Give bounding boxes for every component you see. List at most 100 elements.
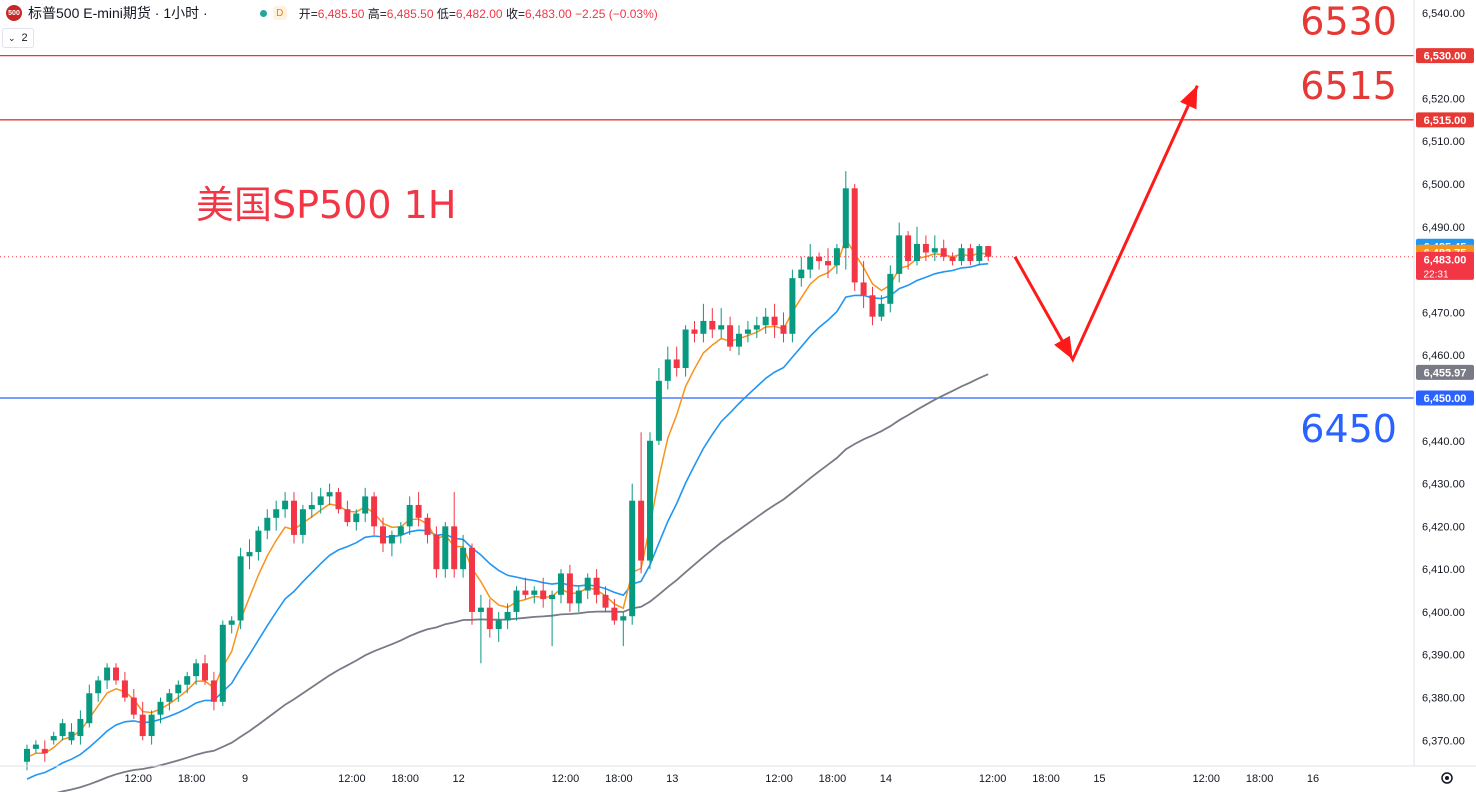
candle: [905, 231, 912, 270]
candle-body: [664, 359, 671, 381]
candle-body: [317, 496, 324, 505]
candle-body: [308, 504, 315, 510]
price-tick-label: 6,470.00: [1422, 307, 1465, 319]
candle: [887, 265, 894, 313]
candle: [638, 432, 645, 574]
candle: [780, 312, 787, 343]
candle-body: [771, 316, 778, 326]
ema-slow-line: [56, 373, 989, 792]
candle-body: [326, 492, 333, 497]
time-tick-label: 18:00: [605, 773, 633, 785]
candle: [869, 286, 876, 326]
realtime-badge[interactable]: D: [272, 6, 287, 20]
candle-body: [477, 607, 484, 612]
candle: [842, 171, 849, 270]
price-tick-label: 6,500.00: [1422, 179, 1465, 191]
candle: [104, 663, 111, 689]
candle: [851, 184, 858, 291]
candle: [798, 256, 805, 287]
candle: [246, 539, 253, 570]
moving-average-lines: [26, 237, 989, 792]
candle: [184, 671, 191, 694]
candle: [958, 243, 965, 266]
candle-body: [744, 329, 751, 334]
time-tick-label: 12:00: [765, 773, 793, 785]
last-price-tag-countdown: 22:31: [1423, 269, 1448, 280]
candle: [575, 586, 582, 612]
candle: [985, 246, 992, 262]
candle: [193, 659, 200, 685]
candle-body: [219, 624, 226, 702]
candle: [255, 526, 262, 561]
indicator-toggle-button[interactable]: ⌄ 2: [2, 28, 34, 48]
candle: [68, 723, 75, 745]
last-price-tag-bg: [1416, 251, 1474, 280]
market-status-dot-icon: [259, 9, 267, 17]
candle-body: [380, 526, 386, 544]
price-tags: 6,530.006,515.006,450.006,485.456,483.75…: [1416, 48, 1474, 406]
candle: [380, 517, 386, 553]
candle: [522, 577, 529, 600]
candle: [655, 368, 662, 446]
candle: [753, 316, 760, 339]
price-tick-label: 6,510.00: [1422, 136, 1465, 148]
candle-body: [798, 269, 805, 279]
arrow-head-down: [1054, 335, 1073, 360]
candles: [24, 171, 992, 771]
ema-slow-price-tag: 6,455.97: [1424, 367, 1467, 379]
candle-body: [922, 243, 929, 253]
candle-body: [905, 235, 912, 262]
candle-body: [887, 273, 894, 304]
candle-body: [655, 380, 662, 441]
ema-mid-line: [26, 262, 989, 780]
candle-body: [148, 714, 155, 737]
last-price-tag: 6,483.00: [1424, 254, 1467, 266]
candle-body: [753, 325, 760, 330]
candle: [691, 320, 698, 343]
candle-body: [682, 329, 689, 369]
candle: [362, 487, 369, 523]
candle-body: [629, 500, 636, 617]
candle-body: [878, 303, 885, 317]
candle: [371, 492, 378, 535]
candle: [237, 547, 244, 630]
candle: [335, 487, 342, 514]
time-tick-label: 18:00: [819, 773, 847, 785]
candle-body: [780, 325, 787, 334]
candle: [460, 534, 467, 578]
candle: [77, 710, 84, 745]
level-tag-6515-bg: [1416, 112, 1474, 128]
candle: [727, 316, 734, 351]
projection-path: [1013, 84, 1199, 363]
level-tag-6530: 6,530.00: [1424, 51, 1467, 63]
candle-body: [958, 248, 965, 262]
settings-gear-icon[interactable]: [1441, 772, 1453, 784]
time-tick-label: 12:00: [124, 773, 152, 785]
chart-annotation-title: 美国SP500 1H: [196, 183, 456, 227]
time-tick-label: 12:00: [1192, 773, 1220, 785]
candle: [495, 611, 502, 642]
candle-body: [202, 663, 208, 681]
candle-body: [210, 680, 217, 702]
time-tick-label: 12:00: [979, 773, 1007, 785]
change-value: −2.25 (−0.03%): [575, 6, 658, 21]
candle-body: [816, 256, 823, 262]
candle-body: [451, 526, 458, 570]
candle: [344, 500, 351, 527]
candle: [789, 269, 796, 343]
candle-body: [397, 526, 404, 535]
time-axis[interactable]: 12:00 18:00 9 12:00 18:00 12 12:00 18:00 13 12:00…: [124, 773, 1319, 785]
candle-body: [549, 594, 556, 600]
symbol-title[interactable]: 标普500 E-mini期货 · 1小时 ·: [28, 5, 208, 21]
candle: [139, 701, 146, 741]
candle: [922, 235, 929, 262]
price-tick-label: 6,380.00: [1422, 693, 1465, 705]
candle-body: [469, 547, 475, 612]
time-tick-label: 9: [242, 773, 248, 785]
candle: [157, 697, 164, 724]
candle-body: [433, 534, 440, 570]
candle-body: [727, 325, 734, 347]
level-label-6515: 6515: [1300, 64, 1397, 108]
candle: [878, 295, 885, 321]
